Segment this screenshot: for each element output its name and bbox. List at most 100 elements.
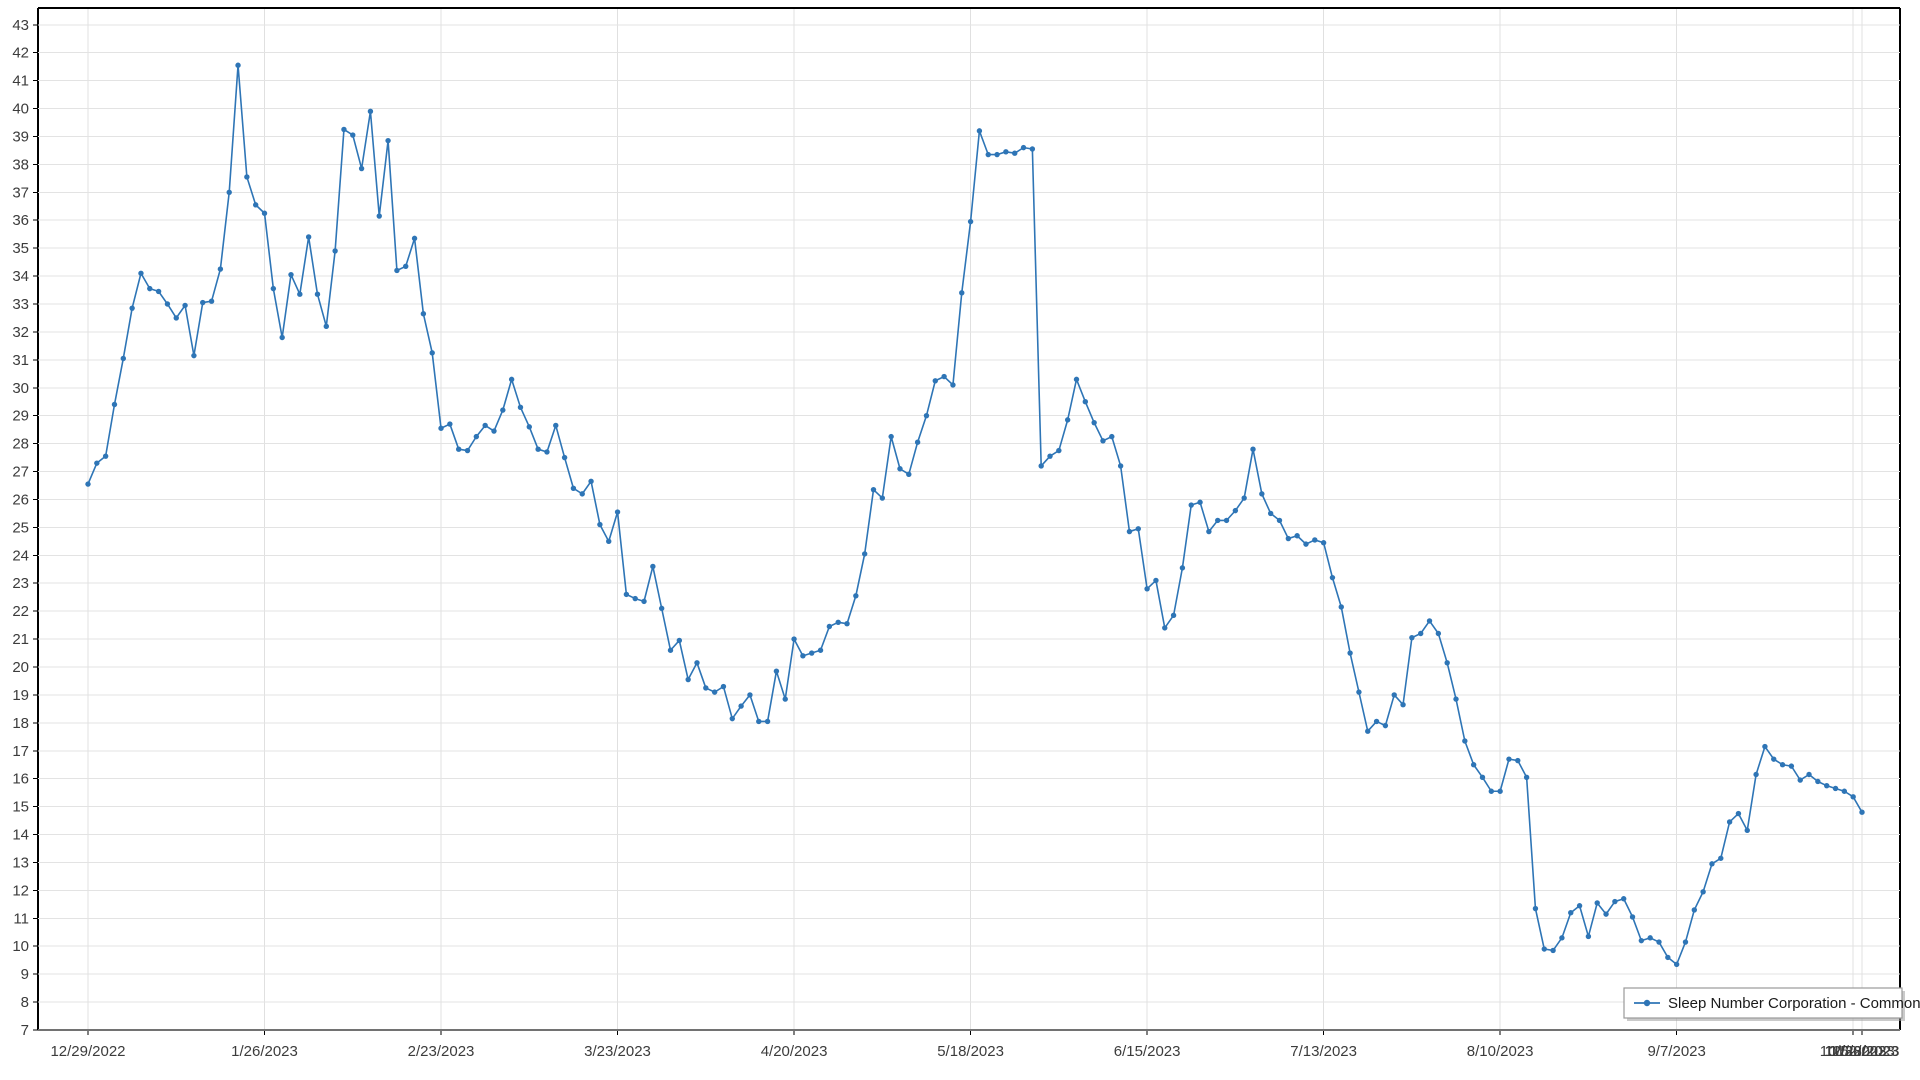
- y-tick-label: 10: [12, 938, 29, 955]
- series-data-point: [1276, 517, 1283, 524]
- series-data-point: [1762, 743, 1768, 750]
- series-data-point: [764, 718, 771, 725]
- series-data-point: [879, 495, 886, 501]
- series-data-point: [941, 373, 947, 380]
- series-data-point: [1647, 935, 1653, 941]
- series-data-point: [588, 478, 594, 484]
- series-data-point: [950, 382, 956, 388]
- series-data-point: [1091, 419, 1097, 426]
- legend-item-label: Sleep Number Corporation - Common Stock: [1668, 995, 1920, 1012]
- series-data-point: [791, 636, 797, 642]
- y-tick-label: 13: [12, 854, 29, 871]
- y-tick-label: 12: [12, 882, 29, 899]
- y-tick-label: 21: [12, 631, 29, 648]
- series-data-point: [738, 703, 744, 709]
- series-data-point: [906, 471, 912, 478]
- series-data-point: [729, 715, 735, 722]
- x-axis-tick-labels: 12/29/2022 1/26/2023 2/23/2023 3/23/2023 4/2…: [50, 1043, 1899, 1060]
- series-data-point: [809, 650, 815, 656]
- legend-marker-swatch: [1643, 999, 1651, 1007]
- series-data-point: [1312, 537, 1318, 543]
- series-data-point: [1568, 910, 1574, 916]
- series-data-point: [1515, 757, 1521, 764]
- series-data-point: [923, 412, 930, 419]
- series-data-point: [756, 718, 762, 725]
- series-data-point: [411, 235, 418, 242]
- chart-legend[interactable]: Sleep Number Corporation - Common Stock: [1623, 987, 1920, 1021]
- legend-background: [1623, 987, 1903, 1019]
- series-data-point: [897, 466, 903, 472]
- series-data-point: [1691, 907, 1698, 913]
- series-data-point: [632, 595, 638, 602]
- series-data-point: [853, 593, 859, 599]
- series-data-point: [570, 485, 577, 491]
- series-data-point: [1179, 565, 1186, 571]
- series-data-point: [1382, 722, 1389, 729]
- series-data-point: [1682, 939, 1689, 945]
- series-data-point: [826, 623, 833, 630]
- series-data-point: [1612, 898, 1618, 905]
- y-tick-label: 15: [12, 799, 29, 816]
- series-data-point: [773, 668, 780, 674]
- series-data-point: [703, 685, 709, 691]
- series-data-point: [614, 509, 621, 515]
- series-data-point: [1020, 144, 1027, 151]
- series-data-point: [1824, 782, 1830, 789]
- x-tick-label: 12/29/2022: [50, 1043, 125, 1060]
- series-data-point: [1250, 446, 1256, 452]
- x-tick-label: 6/15/2023: [1114, 1043, 1181, 1060]
- series-data-point: [1400, 701, 1406, 708]
- series-data-point: [1267, 510, 1274, 517]
- series-data-point: [1656, 939, 1662, 945]
- series-data-point: [323, 323, 329, 330]
- x-tick-label: 1/26/2023: [231, 1043, 298, 1060]
- series-data-point: [244, 174, 250, 180]
- series-data-point: [861, 551, 868, 557]
- y-tick-label: 32: [12, 324, 29, 341]
- series-data-point: [579, 491, 585, 497]
- series-data-point: [667, 647, 674, 653]
- series-data-point: [1365, 728, 1371, 734]
- y-tick-label: 9: [21, 966, 29, 983]
- series-data-point: [270, 285, 277, 292]
- y-tick-label: 29: [12, 408, 29, 425]
- series-data-point: [1779, 762, 1786, 768]
- y-tick-label: 33: [12, 296, 29, 313]
- series-data-point: [147, 285, 153, 292]
- series-data-point: [959, 290, 965, 296]
- series-data-point: [1744, 827, 1750, 834]
- series-data-point: [1497, 788, 1503, 794]
- series-data-point: [226, 189, 232, 195]
- series-data-point: [967, 218, 974, 225]
- series-data-point: [1435, 630, 1442, 637]
- series-data-point: [1700, 889, 1706, 895]
- series-data-point: [252, 202, 259, 208]
- series-data-point: [208, 298, 215, 304]
- series-data-point: [288, 271, 294, 278]
- series-data-point: [817, 647, 824, 653]
- series-data-point: [1771, 756, 1777, 762]
- series-data-point: [800, 653, 806, 659]
- series-data-point: [1144, 586, 1150, 592]
- series-data-point: [1462, 738, 1468, 744]
- series-data-point: [191, 352, 197, 359]
- series-data-point: [182, 302, 188, 309]
- series-data-point: [1453, 696, 1459, 702]
- series-data-point: [1206, 528, 1212, 535]
- series-data-point: [1338, 604, 1344, 610]
- series-data-point: [332, 248, 338, 254]
- series-data-point: [1815, 778, 1821, 785]
- series-data-point: [350, 132, 356, 138]
- series-data-point: [1170, 612, 1177, 619]
- series-data-point: [429, 350, 435, 356]
- series-data-point: [685, 676, 691, 683]
- series-data-point: [870, 486, 877, 493]
- series-data-point: [676, 637, 683, 644]
- series-data-point: [544, 449, 550, 455]
- series-data-point: [1391, 692, 1397, 698]
- y-axis-tick-labels: 7 8 9 10 11 12 13 14 15 16 17 18 19 20 21 22 23 24 25 26 27 2…: [12, 17, 29, 1039]
- series-data-point: [1073, 376, 1080, 383]
- series-data-point: [1709, 861, 1715, 867]
- series-data-point: [235, 62, 241, 68]
